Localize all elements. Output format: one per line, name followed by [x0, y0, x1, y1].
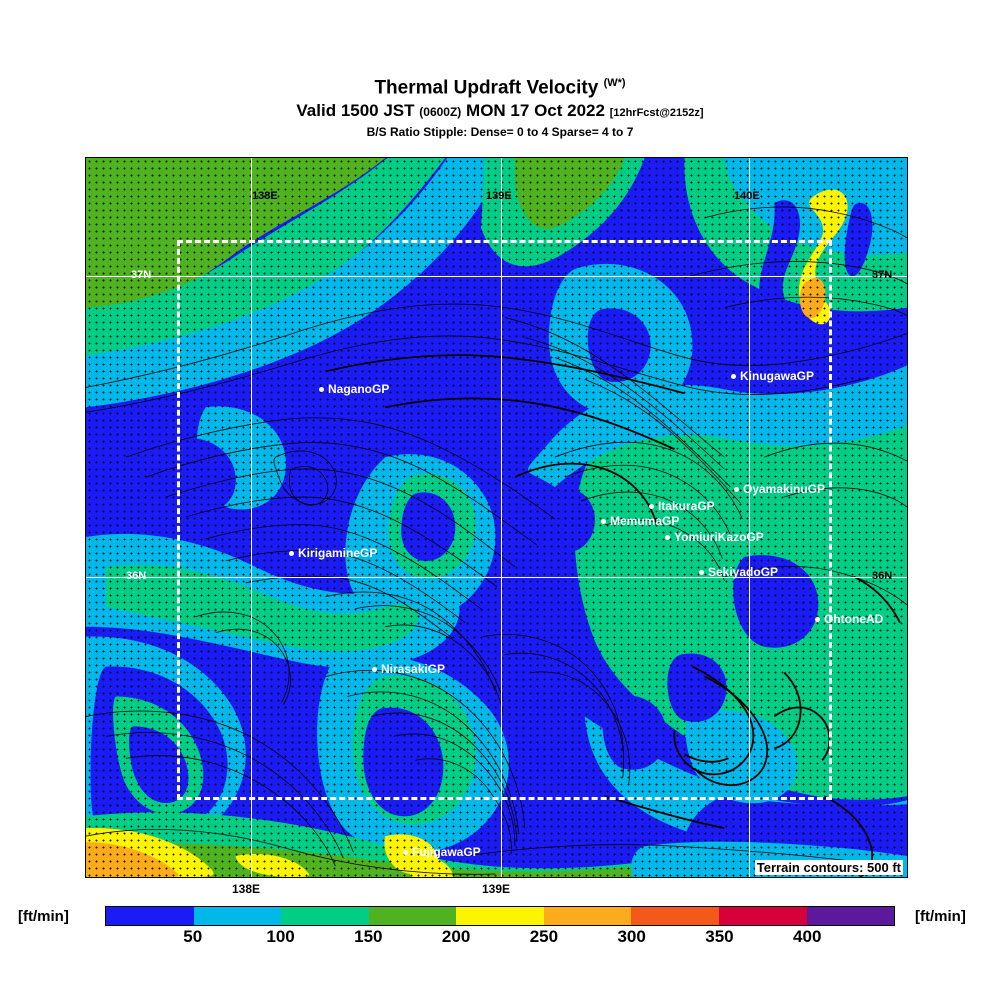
station-marker[interactable]: OhtoneAD	[815, 612, 883, 626]
graticule-meridian-139e	[501, 158, 502, 877]
colorbar-segment-6	[631, 907, 719, 925]
station-marker[interactable]: NaganoGP	[319, 382, 389, 396]
colorbar-units-right: [ft/min]	[915, 908, 966, 925]
graticule-meridian-138e	[251, 158, 252, 877]
valid-time-line: Valid 1500 JST (0600Z) MON 17 Oct 2022 […	[0, 100, 1000, 124]
valid-time-utc: (0600Z)	[419, 105, 462, 120]
station-label: OyamakinuGP	[743, 482, 826, 496]
graticule-meridian-140e	[749, 158, 750, 877]
colorbar-segment-8	[806, 907, 895, 925]
weather-map[interactable]: 138E 139E 140E 37N 37N 36N 36N NaganoGP …	[85, 157, 908, 878]
station-label: KinugawaGP	[740, 369, 815, 383]
station-dot-icon	[815, 616, 820, 622]
main-title-text: Thermal Updraft Velocity	[374, 77, 599, 99]
colorbar[interactable]	[105, 906, 895, 926]
station-marker[interactable]: MemumaGP	[601, 514, 679, 528]
main-title-superscript: (W*)	[603, 77, 626, 89]
station-dot-icon	[403, 849, 408, 855]
station-dot-icon	[319, 386, 324, 392]
station-label: SekiyadoGP	[708, 565, 779, 579]
stipple-legend-note: B/S Ratio Stipple: Dense= 0 to 4 Sparse=…	[366, 125, 634, 140]
forecast-tag: [12hrFcst@2152z]	[609, 107, 704, 120]
station-dot-icon	[731, 373, 736, 379]
graticule-label-139e-top: 139E	[486, 190, 512, 202]
station-dot-icon	[601, 518, 606, 524]
axis-label-138e: 138E	[232, 882, 261, 896]
station-marker[interactable]: SekiyadoGP	[699, 565, 778, 579]
graticule-label-36n-right: 36N	[872, 570, 893, 582]
graticule-label-36n-left: 36N	[126, 570, 147, 582]
colorbar-tick-50: 50	[183, 927, 203, 946]
colorbar-units-left: [ft/min]	[18, 908, 69, 925]
graticule-label-37n-left: 37N	[131, 269, 152, 281]
station-label: ItakuraGP	[658, 499, 715, 513]
graticule-parallel-36n	[86, 577, 907, 578]
station-dot-icon	[289, 550, 294, 556]
colorbar-tick-400: 400	[793, 927, 822, 946]
graticule-parallel-37n	[86, 276, 907, 277]
colorbar-segment-4	[456, 907, 544, 925]
graticule-label-37n-right: 37N	[872, 269, 893, 281]
colorbar-tick-150: 150	[354, 927, 383, 946]
station-label: OhtoneAD	[824, 612, 884, 626]
station-label: NirasakiGP	[381, 662, 446, 676]
colorbar-segment-7	[718, 907, 807, 925]
colorbar-tick-100: 100	[266, 927, 295, 946]
graticule-label-138e-top: 138E	[252, 190, 278, 202]
station-dot-icon	[665, 534, 670, 540]
forecast-domain-box	[177, 240, 832, 800]
colorbar-segment-2	[281, 907, 369, 925]
graticule-label-140e-top: 140E	[734, 190, 760, 202]
colorbar-tick-200: 200	[441, 927, 471, 946]
station-label: NaganoGP	[328, 382, 390, 396]
station-marker[interactable]: OyamakinuGP	[734, 482, 825, 496]
station-dot-icon	[372, 666, 377, 672]
colorbar-tick-300: 300	[617, 927, 646, 946]
station-marker[interactable]: YomiuriKazoGP	[665, 530, 764, 544]
station-label: FujigawaGP	[412, 845, 481, 859]
colorbar-segment-0	[106, 907, 194, 925]
station-dot-icon	[699, 569, 704, 575]
colorbar-segment-3	[368, 907, 457, 925]
station-label: KirigamineGP	[298, 546, 378, 560]
station-label: YomiuriKazoGP	[674, 530, 764, 544]
station-marker[interactable]: KirigamineGP	[289, 546, 377, 560]
colorbar-tick-labels: 50 100 150 200 250 300 350 400	[105, 927, 895, 947]
station-marker[interactable]: ItakuraGP	[649, 499, 715, 513]
title-block: Thermal Updraft Velocity (W*) Valid 1500…	[0, 72, 1000, 140]
page-title: Thermal Updraft Velocity (W*)	[0, 72, 1000, 99]
colorbar-tick-250: 250	[529, 927, 559, 946]
axis-label-139e: 139E	[482, 882, 511, 896]
valid-date: MON 17 Oct 2022	[466, 101, 605, 121]
station-marker[interactable]: NirasakiGP	[372, 662, 445, 676]
colorbar-tick-350: 350	[705, 927, 734, 946]
terrain-contour-note: Terrain contours: 500 ft	[754, 860, 903, 875]
station-marker[interactable]: FujigawaGP	[403, 845, 481, 859]
colorbar-segment-5	[543, 907, 632, 925]
colorbar-segment-1	[193, 907, 282, 925]
valid-time-jst: Valid 1500 JST	[296, 101, 415, 121]
station-dot-icon	[649, 503, 654, 509]
station-marker[interactable]: KinugawaGP	[731, 369, 814, 383]
station-label: MemumaGP	[610, 514, 680, 528]
station-dot-icon	[734, 486, 739, 492]
